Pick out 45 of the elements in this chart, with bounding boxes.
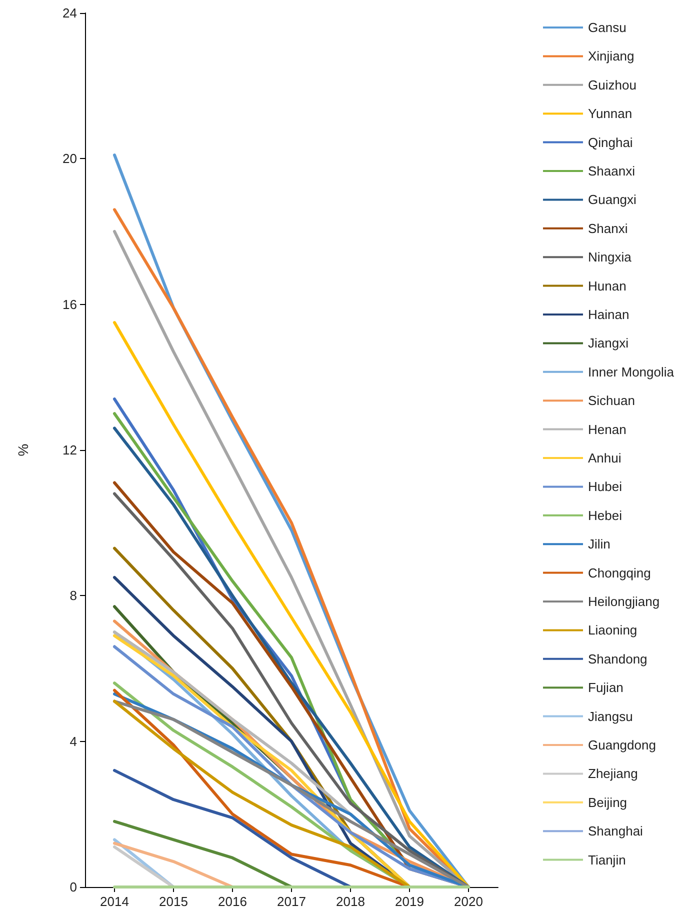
y-tick-label: 20 [62, 151, 77, 166]
legend-label: Shandong [588, 651, 648, 666]
x-tick-label: 2014 [100, 894, 129, 909]
legend-label: Heilongjiang [588, 594, 660, 609]
legend-label: Jiangxi [588, 336, 629, 351]
legend-label: Jilin [588, 536, 610, 552]
legend-label: Inner Mongolia [588, 364, 675, 380]
legend-label: Hunan [588, 278, 626, 294]
legend-label: Shaanxi [588, 164, 636, 178]
legend-label: Shanxi [588, 220, 628, 236]
legend-label: Jiangsu [588, 708, 633, 724]
legend-label: Henan [588, 422, 626, 437]
legend-label: Guangxi [588, 192, 637, 208]
legend-label: Tianjin [588, 852, 626, 868]
legend-label: Liaoning [588, 622, 638, 638]
legend-label: Xinjiang [588, 48, 634, 64]
x-tick-label: 2015 [159, 894, 188, 909]
legend-label: Fujian [588, 680, 624, 696]
legend-label: Sichuan [588, 393, 635, 408]
legend-label: Guizhou [588, 77, 636, 92]
legend-label: Hubei [588, 479, 622, 494]
legend-label: Shanghai [588, 824, 644, 839]
legend-label: Chongqing [588, 565, 651, 580]
y-tick-label: 16 [62, 296, 77, 312]
y-tick-label: 4 [70, 734, 77, 749]
y-tick-label: 24 [62, 6, 77, 20]
y-axis-title: % [15, 444, 31, 456]
legend-label: Yunnan [588, 106, 632, 122]
x-tick-label: 2019 [395, 894, 424, 909]
legend-label: Zhejiang [588, 766, 638, 782]
y-tick-label: 0 [70, 880, 77, 894]
legend-label: Anhui [588, 450, 622, 466]
x-tick-label: 2016 [218, 894, 247, 909]
y-tick-label: 8 [70, 588, 77, 604]
x-tick-label: 2018 [336, 894, 365, 909]
legend-label: Ningxia [588, 250, 632, 265]
legend-label: Beijing [588, 794, 628, 810]
legend-label: Gansu [588, 20, 626, 35]
x-tick-label: 2017 [277, 894, 306, 909]
legend-label: Hainan [588, 307, 630, 322]
x-tick-label: 2020 [454, 894, 483, 909]
y-tick-label: 12 [62, 442, 77, 458]
legend-label: Hebei [588, 508, 622, 523]
legend-label: Guangdong [588, 738, 656, 752]
legend-label: Qinghai [588, 134, 633, 150]
